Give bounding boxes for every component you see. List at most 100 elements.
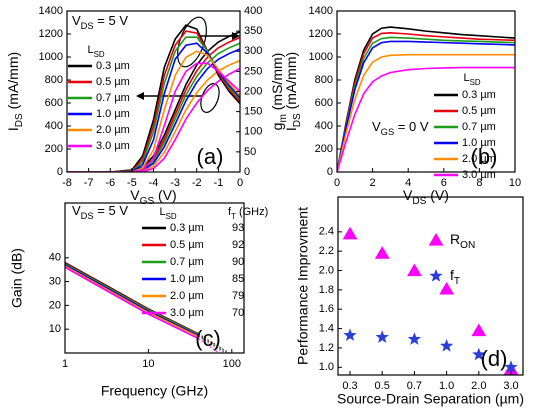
- y-tick-label: 400: [45, 120, 63, 132]
- extrapolation-line: [198, 333, 230, 353]
- data-line: [337, 36, 515, 172]
- annotation-part: = 5 V: [94, 13, 129, 28]
- legend-label-part: f: [450, 267, 454, 283]
- x-axis-label: VDS (V): [403, 187, 449, 207]
- legend-title-sub: T: [231, 212, 236, 221]
- x-tick-label: 0.5: [375, 380, 390, 392]
- plot-frame: [66, 10, 241, 173]
- data-line: [67, 67, 240, 172]
- x-axis-label-part: V: [130, 187, 140, 203]
- y-tick-label: 0: [327, 166, 333, 178]
- data-point: [439, 281, 454, 295]
- y2-tick-label: 200: [244, 85, 262, 97]
- annotation: VDS = 5 V: [72, 203, 128, 221]
- annotation-sub: DS: [81, 211, 94, 221]
- y2-tick-label: 100: [244, 126, 262, 138]
- x-axis-label: Frequency (GHz): [101, 383, 208, 399]
- data-point: [375, 330, 389, 343]
- y-tick-label: 400: [315, 120, 333, 132]
- x-tick-label: 10: [142, 358, 154, 370]
- legend-marker: [428, 233, 444, 246]
- y-axis-label: Gain (dB): [9, 248, 25, 308]
- y-axis-label-part: (mA/mm): [283, 52, 299, 113]
- x-tick-label: 1.0: [439, 380, 454, 392]
- legend-label: 0.3 µm: [96, 60, 130, 72]
- data-line: [337, 53, 515, 172]
- y-tick-label: 30: [49, 275, 61, 287]
- legend-label: 2.0 µm: [96, 124, 130, 136]
- arrow-head: [136, 92, 144, 100]
- y-tick-label: 0: [57, 166, 63, 178]
- x-tick-label: -2: [192, 177, 202, 189]
- x-tick-label: 0: [334, 177, 340, 189]
- y2-axis-label-part: g: [269, 123, 285, 131]
- legend-label: 0.3 µm: [170, 222, 204, 234]
- y-tick-label: 200: [315, 143, 333, 155]
- y-axis-label-sub: DS: [292, 113, 303, 127]
- legend-ft: 79: [232, 290, 244, 302]
- y-tick-label: 1400: [309, 5, 333, 17]
- legend-label: RON: [450, 231, 475, 251]
- annotation-part: V: [372, 119, 381, 134]
- extrapolation-line: [198, 336, 224, 353]
- y-tick-label: 40: [49, 252, 61, 264]
- legend-title-part: L: [463, 72, 469, 84]
- x-tick-label: 0.3: [342, 380, 357, 392]
- y-tick-label: 1.2: [319, 342, 334, 354]
- y-tick-label: 2.4: [319, 226, 334, 238]
- legend-title-sub: SD: [94, 50, 105, 59]
- data-point: [343, 328, 357, 341]
- y-axis-label-sub: DS: [14, 113, 25, 127]
- data-line: [337, 26, 515, 172]
- x-axis-label-part: V: [403, 187, 413, 203]
- x-tick-label: -8: [62, 177, 72, 189]
- legend-title: LSD: [463, 72, 480, 87]
- y-tick-label: 1000: [309, 51, 333, 63]
- y2-tick-label: 400: [244, 5, 262, 17]
- plot-frame: [64, 202, 245, 354]
- y2-tick-label: 350: [244, 25, 262, 37]
- legend-label: 2.0 µm: [462, 153, 496, 165]
- legend-label-sub: ON: [460, 240, 475, 251]
- legend-ft: 70: [232, 307, 244, 319]
- y-axis-label-part: I: [283, 127, 299, 131]
- annotation-part: V: [72, 13, 81, 28]
- data-line: [67, 62, 240, 172]
- panel-label: (c): [195, 326, 221, 351]
- y-axis-label-part: (mA/mm): [5, 52, 21, 113]
- panel-label: (a): [197, 144, 224, 169]
- legend-label: 3.0 µm: [170, 307, 204, 319]
- annotation-sub: DS: [81, 21, 94, 31]
- legend-ft: 90: [232, 256, 244, 268]
- x-tick-label: 0: [237, 177, 243, 189]
- panel-label: (b): [471, 144, 498, 169]
- legend-ft: 92: [232, 239, 244, 251]
- data-line: [337, 40, 515, 172]
- legend-ft: 85: [232, 273, 244, 285]
- x-tick-label: 10: [509, 177, 521, 189]
- legend-label: 0.3 µm: [462, 89, 496, 101]
- legend-label: 2.0 µm: [170, 290, 204, 302]
- y-tick-label: 1200: [39, 28, 63, 40]
- data-point: [471, 323, 487, 337]
- x-tick-label: 0.7: [407, 380, 422, 392]
- y-tick-label: 1.8: [319, 284, 334, 296]
- y-tick-label: 800: [315, 74, 333, 86]
- y-tick-label: 200: [45, 143, 63, 155]
- y-tick-label: 1400: [39, 5, 63, 17]
- legend-title: LSD: [159, 206, 176, 221]
- legend-label: 0.7 µm: [170, 256, 204, 268]
- data-point: [407, 332, 422, 345]
- y2-axis-label: gm (mS/mm): [269, 53, 289, 131]
- annotation-part: = 0 V: [394, 119, 429, 134]
- legend-label: fT: [450, 267, 460, 287]
- x-tick-label: 100: [223, 358, 241, 370]
- legend-title-part: f: [228, 206, 232, 218]
- legend-title-part: (GHz): [236, 206, 268, 218]
- y-axis-label: IDS (mA/mm): [283, 52, 303, 131]
- y2-tick-label: 0: [244, 166, 250, 178]
- x-axis-label-sub: GS: [140, 196, 155, 207]
- y2-tick-label: 250: [244, 65, 262, 77]
- y-tick-label: 10: [49, 323, 61, 335]
